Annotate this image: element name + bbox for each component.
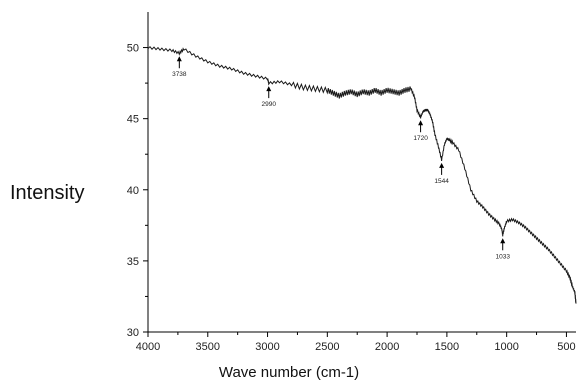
- y-tick-label: 30: [127, 327, 139, 339]
- peak-arrow-head: [176, 56, 182, 62]
- y-tick-label: 45: [127, 114, 139, 126]
- peak-label: 1033: [495, 253, 510, 260]
- peak-arrow-head: [500, 238, 506, 244]
- y-axis-title: Intensity: [10, 182, 84, 204]
- x-tick-label: 2000: [375, 341, 399, 353]
- peak-arrow-head: [266, 86, 272, 92]
- spectrum-line-0: [147, 45, 577, 304]
- peak-label: 1720: [413, 135, 428, 142]
- peak-arrow-head: [439, 162, 445, 168]
- plot-area: 4000 3500 3000 2500 2000 1500 1000 500 30 35 40 45 5…: [127, 12, 577, 353]
- x-tick-label: 2500: [315, 341, 339, 353]
- y-tick-label: 40: [127, 185, 139, 197]
- x-tick-label: 3000: [255, 341, 279, 353]
- y-tick-label: 50: [127, 43, 139, 55]
- y-tick-label: 35: [127, 256, 139, 268]
- peak-label: 1544: [434, 178, 449, 185]
- x-axis-title: Wave number (cm-1): [219, 364, 359, 381]
- x-tick-label: 1000: [494, 341, 518, 353]
- peak-label: 3738: [172, 71, 187, 78]
- peak-label: 2990: [262, 101, 277, 108]
- x-tick-label: 1500: [435, 341, 459, 353]
- x-tick-label: 500: [557, 341, 575, 353]
- peak-arrow-head: [418, 120, 424, 126]
- x-tick-label: 4000: [136, 341, 160, 353]
- x-tick-label: 3500: [196, 341, 220, 353]
